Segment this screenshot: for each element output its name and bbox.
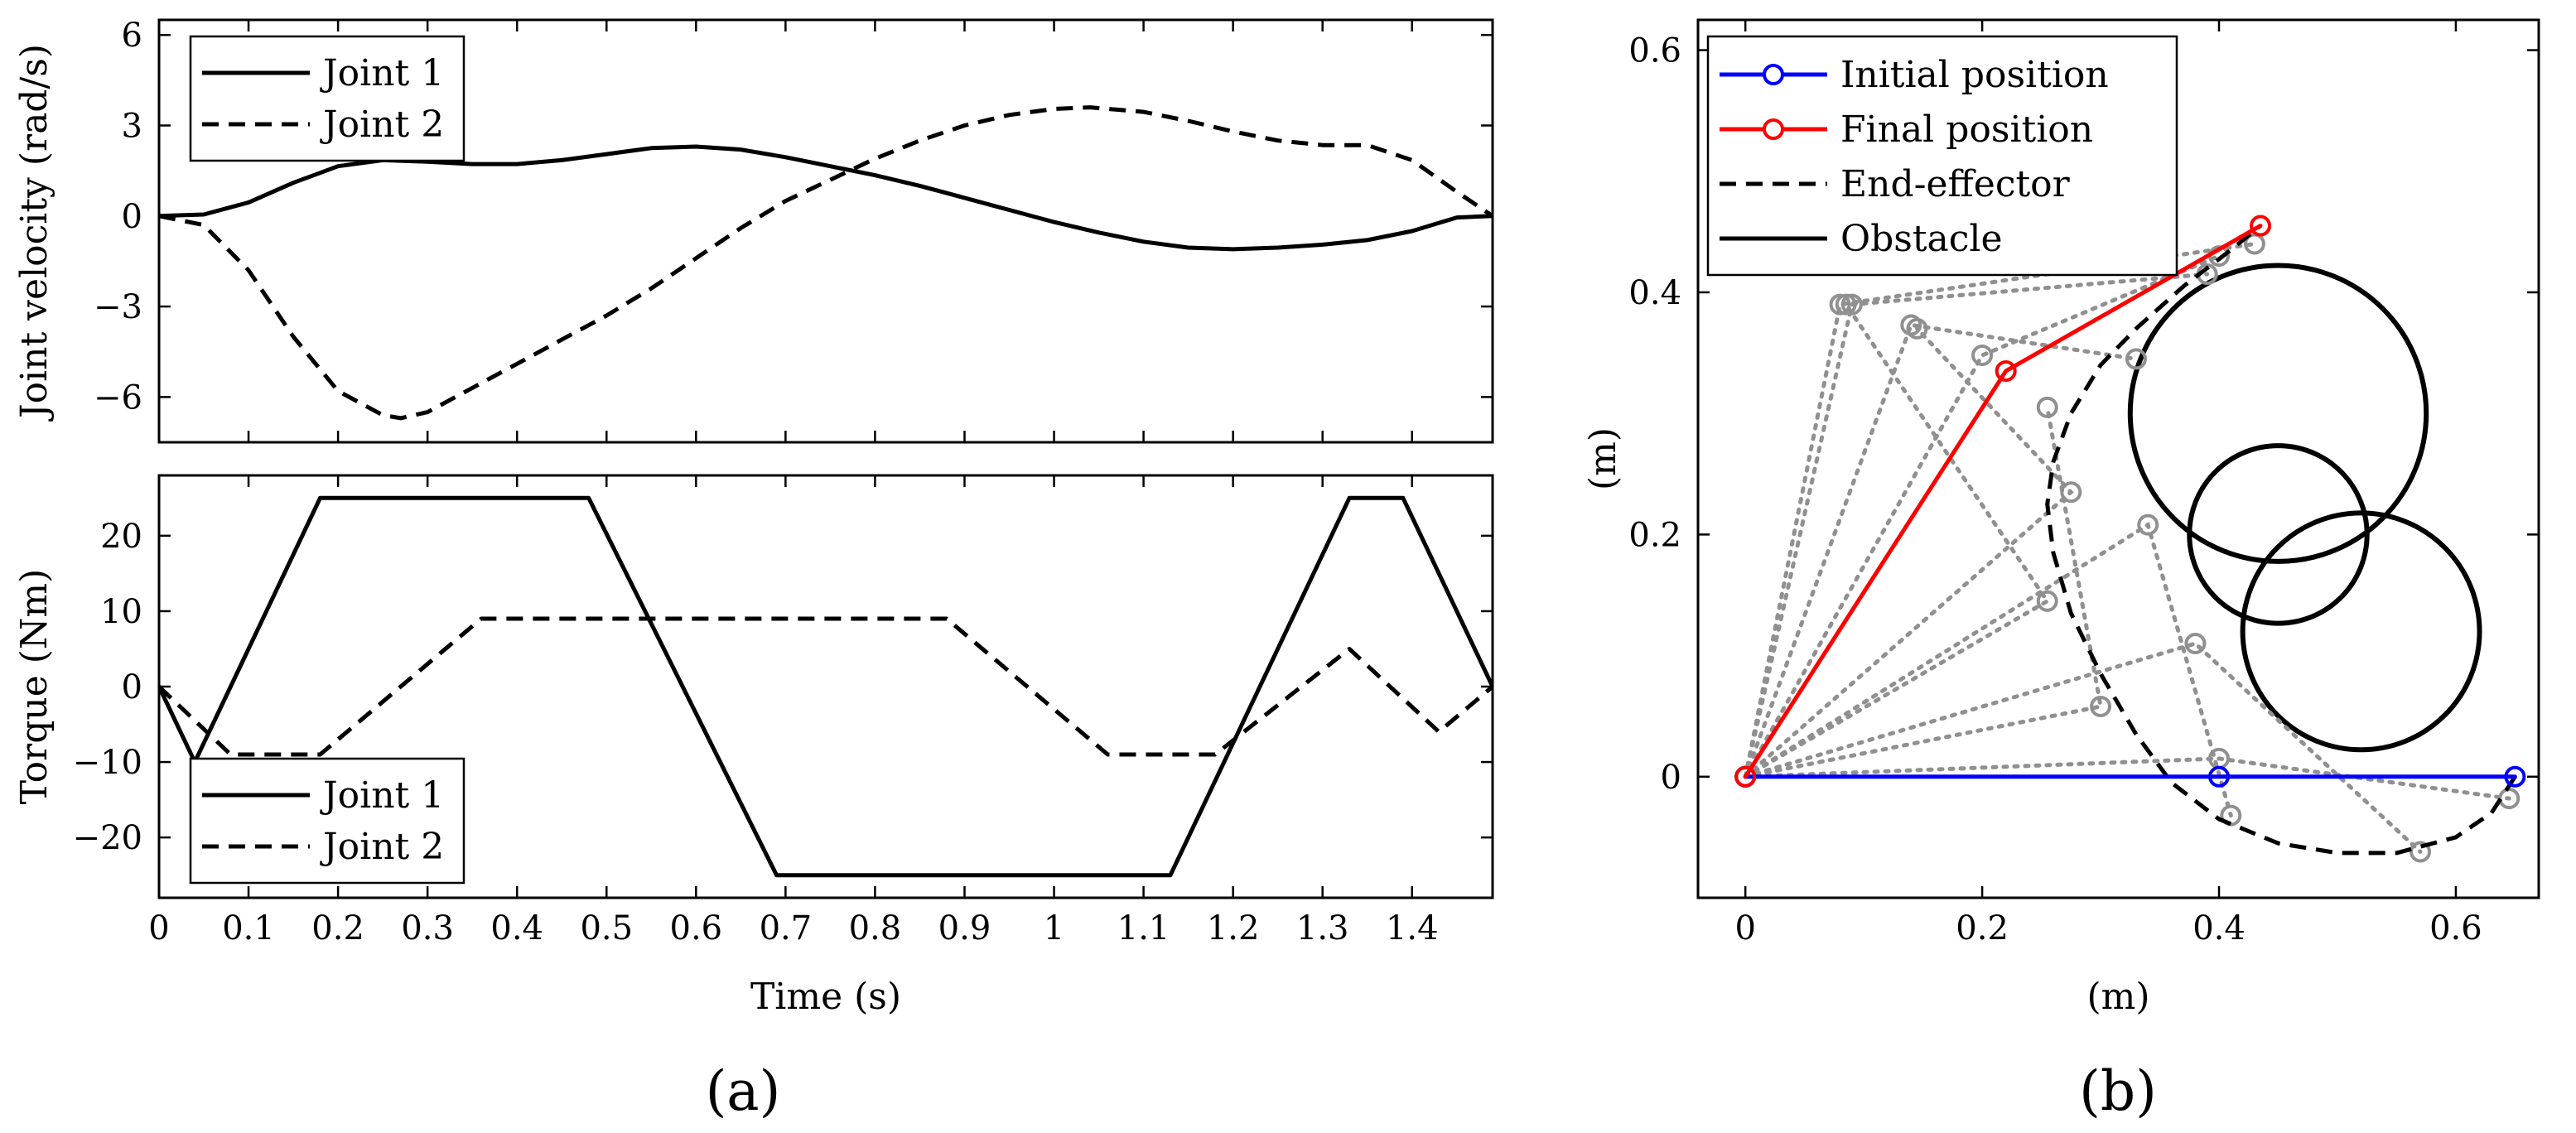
intermediate-arm-3-joint-marker <box>2137 513 2159 536</box>
final-arm-joint-marker <box>2250 215 2272 237</box>
legend-label: Obstacle <box>1840 218 2003 260</box>
velocity-series-joint-2 <box>159 105 1493 421</box>
intermediate-arm-4-joint-marker <box>2090 695 2112 717</box>
x-axis-label: Time (s) <box>750 976 901 1018</box>
y-tick-label: −6 <box>94 378 142 417</box>
initial-arm-joint-marker <box>2208 765 2231 788</box>
y-tick-label: −20 <box>73 819 142 857</box>
torque-series-joint-2 <box>159 616 1493 757</box>
intermediate-arm-7-joint-marker <box>2125 348 2147 370</box>
final-arm-joint-marker <box>1995 360 2017 382</box>
intermediate-arm-8 <box>1743 272 2210 779</box>
y-tick-label: 0 <box>122 198 142 236</box>
torque-plot: 0 0.1 0.2 0.3 0.4 0.5 0.6 0.7 0.8 0.9 1 1.1 1.2 1.3 1.… <box>13 474 1494 1018</box>
y-tick-label: 3 <box>122 108 142 146</box>
panel-label-a: (a) <box>706 1059 781 1123</box>
x-tick-label: 1.2 <box>1207 909 1260 947</box>
plot-frame <box>1696 18 2540 899</box>
intermediate-arm-2-joint-marker <box>2410 841 2432 863</box>
x-tick-label: 0.6 <box>670 909 723 947</box>
intermediate-arm-6-joint-marker <box>2060 481 2082 504</box>
x-tick-label: 1.3 <box>1296 909 1349 947</box>
intermediate-arm-4 <box>1743 405 2103 779</box>
y-tick-label: 0 <box>1661 759 1681 797</box>
torque-series-joint-1 <box>159 495 1493 878</box>
panel-label-b: (b) <box>2079 1059 2157 1123</box>
workspace-content <box>1734 215 2526 863</box>
y-tick-label: 0.2 <box>1628 516 1681 554</box>
intermediate-arm-7-joint-marker <box>1900 314 1922 336</box>
intermediate-arm-7 <box>1743 322 2139 779</box>
x-tick-label: 0.4 <box>2192 909 2246 947</box>
y-axis-label: Joint velocity (rad/s) <box>13 44 55 422</box>
intermediate-arm-4-joint-marker <box>2036 396 2058 418</box>
final-arm <box>1743 224 2263 779</box>
obstacle-circle-1 <box>2127 263 2429 564</box>
legend-box <box>189 757 466 885</box>
velocity-series-joint-1 <box>159 144 1493 252</box>
intermediate-arm-1 <box>1743 756 2511 801</box>
intermediate-arm-3 <box>1743 521 2233 818</box>
x-tick-label: 0.2 <box>311 909 364 947</box>
intermediate-arm-9-joint-marker <box>1829 293 1851 316</box>
legend-label: Joint 2 <box>320 104 444 146</box>
legend-label: Joint 1 <box>320 52 444 94</box>
intermediate-arm-3-joint-marker <box>2220 804 2242 827</box>
legend-label: Final position <box>1840 108 2093 151</box>
y-tick-label: 10 <box>100 593 142 631</box>
torque-series-group <box>159 495 1493 878</box>
y-axis-label: Torque (Nm) <box>13 569 55 805</box>
x-tick-label: 0 <box>1734 909 1755 947</box>
x-tick-label: 0.4 <box>490 909 543 947</box>
x-tick-label: 0.9 <box>938 909 991 947</box>
x-tick-label: 0.2 <box>1956 909 2009 947</box>
x-tick-label: 0 <box>148 909 169 947</box>
x-tick-label: 0.5 <box>580 909 633 947</box>
obstacle-circle-3 <box>2240 510 2482 753</box>
y-tick-label: 0.4 <box>1628 274 1681 312</box>
velocity-plot: −6 −3 0 3 6 Joint velocity (rad/s) Joint 1 Join… <box>13 17 1494 444</box>
x-tick-label: 1.1 <box>1117 909 1170 947</box>
workspace-plot: 0 0.2 0.4 0.6 0 0.2 0.4 0.6 (m) (m) Initial positi… <box>1582 18 2540 1018</box>
y-tick-label: −3 <box>94 288 142 326</box>
y-tick-label: 0 <box>122 668 142 706</box>
legend-label: Joint 1 <box>320 774 444 817</box>
x-tick-label: 0.3 <box>401 909 454 947</box>
legend-marker-1 <box>1763 64 1784 85</box>
intermediate-arm-10-joint-marker <box>1971 344 1994 366</box>
initial-arm-joint-marker <box>2504 765 2526 788</box>
x-tick-label: 1 <box>1044 909 1064 947</box>
x-tick-label: 1.4 <box>1386 909 1439 947</box>
final-arm-joint-marker <box>1734 765 1757 788</box>
obstacle-circle-2 <box>2187 443 2370 626</box>
legend-label: End-effector <box>1840 163 2071 205</box>
legend-marker-2 <box>1763 118 1784 140</box>
end-effector-path <box>2045 224 2517 856</box>
y-tick-label: 20 <box>100 518 142 556</box>
x-tick-label: 0.8 <box>849 909 902 947</box>
intermediate-arm-9-joint-marker <box>2243 233 2265 255</box>
legend-box <box>189 35 466 162</box>
x-tick-label: 0.1 <box>222 909 275 947</box>
legend-label: Joint 2 <box>320 826 444 868</box>
legend-label: Initial position <box>1840 54 2109 96</box>
x-axis-label: (m) <box>2086 976 2149 1018</box>
x-tick-label: 0.6 <box>2429 909 2482 947</box>
intermediate-arm-2-joint-marker <box>2184 632 2207 654</box>
x-tick-label: 0.7 <box>760 909 813 947</box>
y-axis-label: (m) <box>1582 427 1624 490</box>
y-tick-label: 0.6 <box>1628 32 1681 70</box>
plot-frame <box>157 18 1494 444</box>
intermediate-arm-5 <box>1743 302 2051 779</box>
intermediate-arm-5-joint-marker <box>2036 590 2058 612</box>
intermediate-arm-10 <box>1743 253 2221 779</box>
y-tick-label: −10 <box>73 744 142 782</box>
intermediate-arm-2 <box>1743 641 2423 854</box>
y-tick-label: 6 <box>122 17 142 55</box>
intermediate-arm-9 <box>1743 242 2257 779</box>
